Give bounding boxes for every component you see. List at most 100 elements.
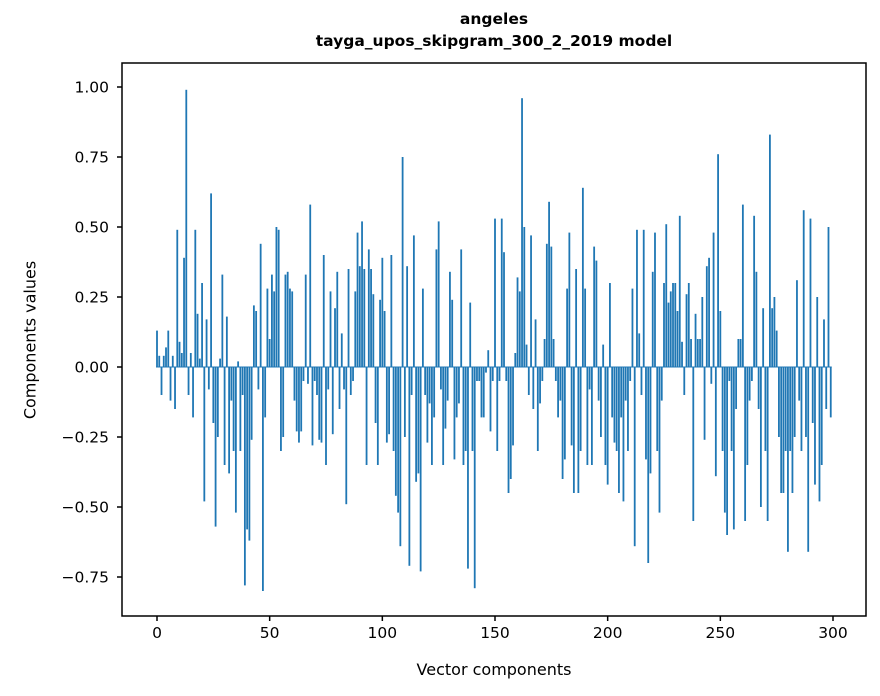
bar <box>536 367 539 451</box>
bar <box>645 367 647 460</box>
bar <box>559 367 562 401</box>
bar <box>460 249 463 367</box>
chart-subtitle: tayga_upos_skipgram_300_2_2019 model <box>315 32 673 50</box>
bar <box>818 367 821 502</box>
bar <box>674 283 677 367</box>
bar <box>820 367 823 465</box>
bar <box>496 367 499 451</box>
bar <box>458 367 460 404</box>
bar <box>728 367 731 381</box>
bar <box>273 291 276 367</box>
bar <box>748 367 751 401</box>
bar <box>318 367 321 440</box>
bar <box>620 367 623 418</box>
bar <box>243 367 246 586</box>
bar <box>741 204 744 367</box>
bar <box>780 367 783 493</box>
bar <box>543 339 546 367</box>
bar <box>383 311 386 367</box>
bar <box>805 367 807 437</box>
bar <box>518 291 521 367</box>
bar <box>811 367 814 423</box>
y-tick-label: −0.75 <box>62 569 110 587</box>
bar <box>295 367 298 432</box>
bar <box>597 367 600 401</box>
bar <box>280 367 282 451</box>
bar <box>714 367 717 477</box>
bar <box>521 98 523 367</box>
bar <box>557 367 559 418</box>
bar <box>248 367 251 541</box>
bar <box>282 367 285 437</box>
bar <box>358 266 361 367</box>
bar <box>160 367 163 395</box>
y-tick-label: 0.00 <box>74 359 109 377</box>
bar <box>340 333 343 367</box>
bar <box>800 367 803 451</box>
bar <box>541 367 544 381</box>
bar <box>771 308 774 367</box>
bar <box>514 353 517 367</box>
bar <box>219 358 221 367</box>
bar <box>816 297 819 367</box>
bar <box>309 204 312 367</box>
bar <box>624 367 627 401</box>
bar <box>334 308 336 367</box>
x-tick-label: 200 <box>593 624 623 642</box>
bar <box>606 367 609 485</box>
bar <box>171 355 174 367</box>
y-axis-label: Components values <box>20 260 40 420</box>
x-tick-label: 100 <box>368 624 398 642</box>
bar <box>239 367 242 451</box>
bar <box>406 266 409 367</box>
bar <box>586 367 589 465</box>
bar <box>444 367 447 429</box>
bar <box>417 367 420 474</box>
bar <box>187 367 190 395</box>
bar <box>539 367 541 404</box>
bar <box>379 299 381 367</box>
bar <box>593 246 596 367</box>
bar <box>266 288 269 367</box>
bar <box>216 367 219 437</box>
bar <box>419 367 422 572</box>
bar <box>214 367 217 527</box>
bar <box>516 277 519 367</box>
x-tick-label: 0 <box>152 624 162 642</box>
bar <box>699 339 701 367</box>
bar <box>638 333 641 367</box>
bar <box>338 367 341 409</box>
bar <box>392 367 395 451</box>
bar <box>246 367 249 530</box>
bar <box>277 229 280 367</box>
bar <box>482 367 485 418</box>
bar <box>428 367 431 404</box>
bar <box>791 367 794 493</box>
bar <box>212 367 215 423</box>
bar <box>446 367 449 401</box>
bar <box>298 367 300 443</box>
bar <box>665 224 668 367</box>
bar <box>311 367 314 446</box>
plot-spines <box>121 62 867 617</box>
bar <box>329 291 332 367</box>
bar <box>525 344 528 367</box>
bar <box>307 367 309 384</box>
y-tick-label: 0.75 <box>74 149 109 167</box>
bar <box>615 367 618 451</box>
bar <box>223 367 226 465</box>
bar <box>568 232 571 367</box>
bar <box>397 367 400 513</box>
bar <box>158 355 161 367</box>
bar <box>735 367 738 409</box>
bar <box>627 367 629 451</box>
bar <box>548 201 550 367</box>
bar <box>509 367 512 479</box>
bar <box>365 367 368 465</box>
bar <box>469 302 472 367</box>
x-tick-label: 250 <box>706 624 736 642</box>
bar <box>696 339 699 367</box>
bar <box>570 367 573 446</box>
bar <box>802 210 805 367</box>
